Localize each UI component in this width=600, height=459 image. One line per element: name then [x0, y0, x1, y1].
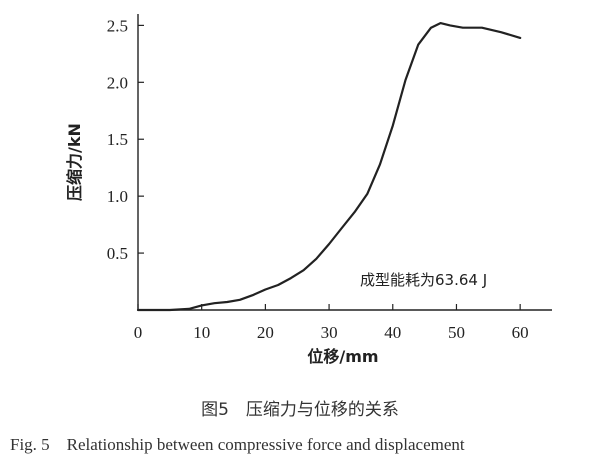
x-tick-label: 50	[448, 323, 465, 342]
caption-chinese: 图5 压缩力与位移的关系	[201, 400, 399, 420]
force-displacement-chart: 0 10 20 30 40 50 60 0.5 1.0 1.5 2.0 2.5 压缩力/kN 位移/m…	[65, 14, 552, 366]
series-marks	[136, 22, 522, 312]
y-tick-label: 2.5	[107, 16, 128, 35]
y-tick-label: 1.5	[107, 130, 128, 149]
ticks: 0 10 20 30 40 50 60 0.5 1.0 1.5 2.0 2.5	[107, 16, 529, 342]
axes	[137, 14, 552, 311]
caption-english: Fig. 5 Relationship between compressive …	[10, 435, 465, 454]
x-tick-label: 40	[384, 323, 401, 342]
y-tick-label: 2.0	[107, 73, 128, 92]
y-tick-label: 1.0	[107, 187, 128, 206]
y-tick-label: 0.5	[107, 244, 128, 263]
x-tick-label: 20	[257, 323, 274, 342]
x-axis-title: 位移/mm	[307, 347, 378, 366]
x-tick-label: 60	[512, 323, 529, 342]
x-tick-label: 30	[321, 323, 338, 342]
x-tick-label: 0	[134, 323, 143, 342]
y-axis-title: 压缩力/kN	[65, 123, 84, 201]
series-line	[136, 22, 522, 312]
x-tick-label: 10	[193, 323, 210, 342]
energy-annotation: 成型能耗为63.64 J	[360, 271, 487, 289]
